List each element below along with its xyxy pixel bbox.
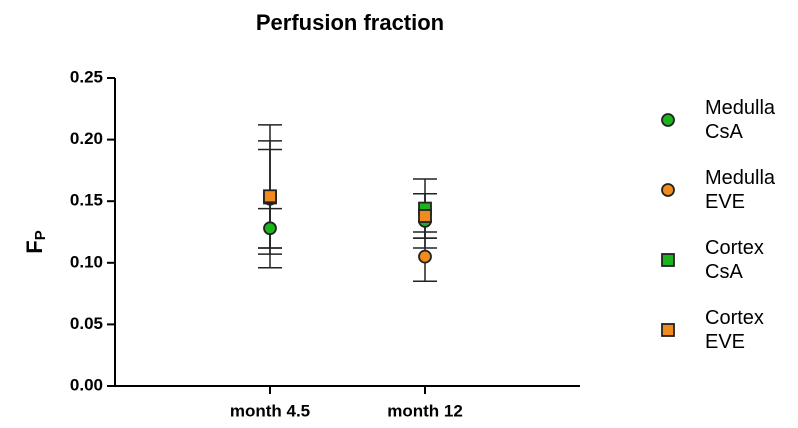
chart-title: Perfusion fraction [256,10,444,35]
y-tick-label: 0.10 [70,252,103,271]
x-tick-label: month 12 [387,401,463,420]
legend-marker [661,323,675,337]
data-point [418,209,432,223]
y-tick-label: 0.20 [70,129,103,148]
y-axis-label-main: F [22,240,47,253]
legend-label: Medulla EVE [705,167,776,213]
legend-marker [661,253,675,267]
legend-marker [661,113,675,127]
legend-marker [661,183,675,197]
data-point [418,249,432,264]
data-point [263,189,277,204]
legend-label: Cortex CsA [705,237,764,283]
y-tick-label: 0.05 [70,314,103,333]
legend-label: Cortex EVE [705,307,764,353]
y-tick-label: 0.00 [70,375,103,394]
y-tick-label: 0.25 [70,67,103,86]
y-tick-label: 0.15 [70,191,103,210]
legend-label: Medulla CsA [705,97,776,143]
y-axis-label-sub: P [32,230,49,240]
y-axis-label: FP [22,230,49,253]
x-tick-label: month 4.5 [230,401,310,420]
data-point [263,221,277,236]
